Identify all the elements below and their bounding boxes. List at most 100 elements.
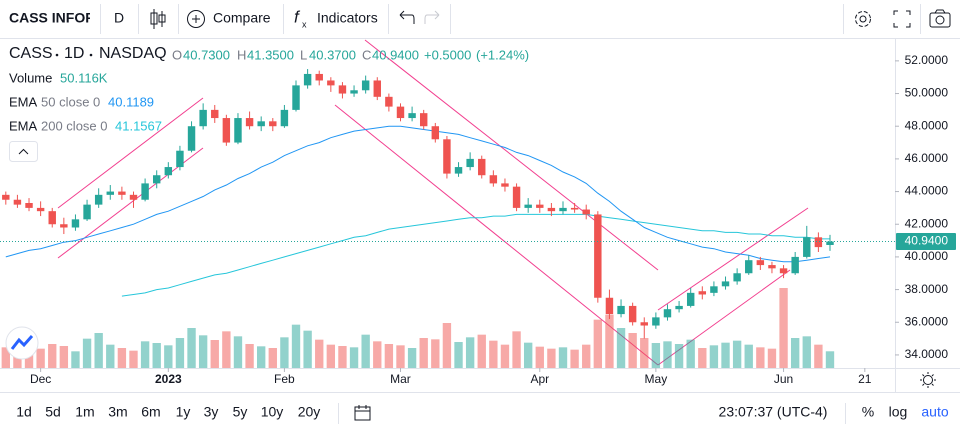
volume-bar — [674, 344, 684, 368]
volume-bar — [396, 345, 405, 368]
legend-h: H — [237, 47, 246, 62]
legend-c: C — [362, 47, 371, 62]
volume-bar — [686, 339, 695, 368]
legend-collapse-button[interactable] — [9, 141, 38, 162]
compare-icon[interactable] — [187, 10, 205, 28]
volume-bar — [94, 333, 103, 368]
candle-body — [478, 158, 486, 176]
indicators-button[interactable]: Indicators — [317, 10, 378, 26]
volume-bar — [198, 335, 208, 368]
volume-bar — [24, 352, 34, 368]
volume-bar — [825, 351, 835, 368]
volume-bar — [59, 346, 69, 368]
symbol-search[interactable]: CASS INFOF — [9, 10, 94, 26]
candle-body — [524, 204, 532, 208]
volume-bar — [721, 342, 730, 368]
volume-bar — [709, 345, 719, 368]
interval-button[interactable]: D — [114, 10, 124, 26]
candle-body — [361, 80, 370, 91]
x-tick-label: Feb — [274, 372, 295, 386]
candle-body — [652, 317, 660, 326]
fullscreen-button[interactable] — [893, 10, 911, 28]
volume-legend-name: Volume — [9, 70, 52, 85]
candle-body — [512, 186, 521, 208]
legend-symbol: CASS — [9, 45, 53, 62]
x-tick-label: 21 — [858, 372, 872, 386]
candle-body — [222, 118, 231, 143]
y-tick-label: 34.0000 — [905, 347, 949, 361]
volume-bar — [315, 339, 324, 368]
snapshot-button[interactable] — [929, 9, 951, 28]
candle-body — [48, 211, 56, 225]
volume-bar — [465, 337, 475, 368]
candle-body — [686, 292, 695, 306]
log-toggle[interactable]: log — [889, 404, 908, 420]
range-button[interactable]: 5d — [45, 404, 61, 420]
volume-bar — [361, 334, 370, 368]
volume-bar — [1, 347, 10, 368]
x-tick-label: Dec — [30, 372, 51, 386]
y-tick-label: 38.0000 — [905, 282, 949, 296]
undo-button[interactable] — [399, 10, 415, 24]
volume-bar — [291, 324, 301, 368]
volume-bar — [245, 344, 254, 368]
logo[interactable] — [5, 326, 39, 360]
candle-body — [489, 175, 498, 184]
volume-bar — [512, 331, 521, 368]
auto-toggle[interactable]: auto — [921, 404, 948, 420]
candle-body — [663, 309, 672, 318]
range-button[interactable]: 6m — [141, 404, 160, 420]
volume-bar — [419, 338, 428, 368]
indicators-icon-sub: x — [302, 19, 307, 29]
chart-type-icon[interactable] — [150, 9, 166, 29]
range-button[interactable]: 3y — [204, 404, 219, 420]
volume-bar — [117, 348, 127, 368]
candle-body — [292, 85, 300, 110]
date-range-button[interactable] — [354, 405, 371, 421]
x-tick-label: May — [645, 372, 668, 386]
study-params: 50 close 0 — [41, 94, 100, 109]
percent-toggle[interactable]: % — [862, 404, 874, 420]
range-button[interactable]: 10y — [261, 404, 284, 420]
x-tick-label: 2023 — [155, 372, 182, 386]
candle-body — [617, 305, 625, 315]
candle-body — [94, 194, 103, 205]
candle-body — [164, 167, 173, 176]
volume-bar — [407, 348, 417, 368]
volume-bar — [442, 323, 452, 368]
legend-dot — [89, 53, 93, 57]
candle-body — [396, 106, 405, 119]
candle-body — [338, 85, 347, 94]
candle-body — [152, 175, 161, 184]
volume-bar — [349, 347, 359, 368]
volume-bar — [233, 336, 243, 368]
candle-body — [443, 139, 451, 174]
y-tick-label: 52.0000 — [905, 53, 949, 67]
x-tick-label: Mar — [390, 372, 411, 386]
range-button[interactable]: 5y — [233, 404, 248, 420]
range-button[interactable]: 1d — [16, 404, 32, 420]
toolbar — [0, 0, 960, 38]
study-name: EMA — [9, 94, 38, 109]
settings-button[interactable] — [855, 11, 871, 27]
candle-body — [36, 207, 45, 212]
candle-body — [245, 118, 254, 127]
volume-bar — [628, 333, 637, 368]
candle-body — [756, 260, 765, 266]
candle-body — [408, 113, 416, 119]
indicators-icon[interactable]: f — [294, 7, 301, 26]
range-button[interactable]: 1y — [176, 404, 191, 420]
range-button[interactable]: 1m — [75, 404, 94, 420]
y-tick-label: 36.0000 — [905, 314, 949, 328]
candle-body — [779, 268, 788, 274]
compare-button[interactable]: Compare — [213, 10, 271, 26]
redo-button[interactable] — [424, 10, 440, 24]
range-button[interactable]: 3m — [108, 404, 127, 420]
volume-bar — [616, 328, 626, 368]
candle-body — [628, 305, 637, 323]
volume-bar — [802, 336, 811, 368]
legend-interval: 1D — [64, 45, 84, 62]
candle-body — [118, 191, 126, 195]
range-button[interactable]: 20y — [298, 404, 321, 420]
axis-settings-icon[interactable] — [920, 372, 936, 388]
